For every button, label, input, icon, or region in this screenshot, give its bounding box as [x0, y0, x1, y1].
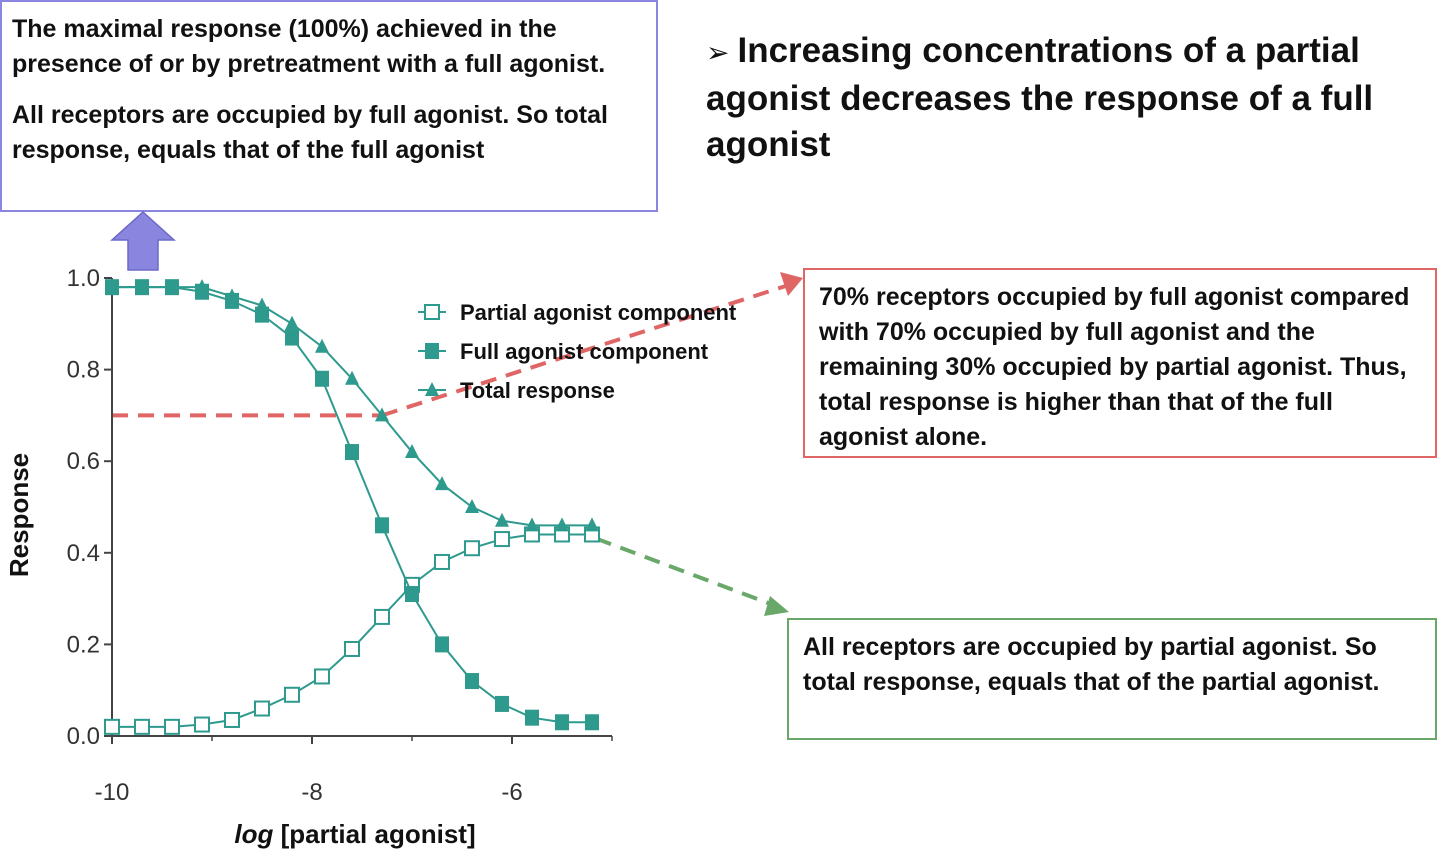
series-0-point [104, 718, 120, 735]
series-0-point [254, 700, 270, 717]
series-2-point [135, 279, 149, 294]
y-tick-label: 0.6 [67, 448, 100, 475]
series-0-point [194, 716, 210, 733]
series-1-point [285, 329, 299, 346]
partial-agonist-text: All receptors are occupied by partial ag… [803, 633, 1380, 696]
full-agonist-note-line1: The maximal response (100%) achieved in … [12, 15, 606, 78]
y-tick-label: 0.0 [67, 723, 100, 750]
series-2-point [525, 517, 539, 532]
x-axis-label: log [partial agonist] [234, 819, 475, 849]
series-1-point [315, 370, 329, 387]
up-arrow-icon [110, 210, 176, 271]
y-tick-label: 0.4 [67, 540, 100, 567]
arrow-bullet-icon: ➢ [706, 37, 730, 68]
series-2-point [255, 297, 269, 312]
series-1-point [375, 517, 389, 534]
series-0-point [314, 668, 330, 685]
mixed-occupancy-note: 70% receptors occupied by full agonist c… [803, 268, 1437, 458]
y-axis-label: Response [4, 453, 34, 577]
series-0-point [434, 553, 450, 570]
series-0-point [374, 608, 390, 625]
series-0-point [494, 531, 510, 548]
x-tick-label: -6 [501, 779, 522, 806]
series-0-point [134, 718, 150, 735]
series-1-point [525, 709, 539, 726]
mixed-occupancy-text: 70% receptors occupied by full agonist c… [819, 283, 1410, 451]
partial-agonist-note: All receptors are occupied by partial ag… [787, 618, 1437, 740]
legend-marker-0 [424, 304, 440, 320]
headline-text: Increasing concentrations of a partial a… [706, 31, 1374, 164]
legend-marker-2 [425, 382, 439, 396]
series-0-point [164, 718, 180, 735]
series-1-point [585, 714, 599, 731]
green-arrow-head-icon [764, 596, 789, 616]
series-2-point [555, 517, 569, 532]
x-axis-label-rest: [partial agonist] [273, 819, 475, 849]
series-2-point [435, 476, 449, 491]
series-2-point [495, 512, 509, 527]
x-axis-label-log: log [234, 819, 273, 849]
y-tick-label: 0.8 [67, 357, 100, 384]
y-tick-label: 0.2 [67, 631, 100, 658]
series-1-point [405, 586, 419, 603]
series-2-point [225, 288, 239, 303]
series-2-point [585, 517, 599, 532]
series-2-point [105, 279, 119, 294]
series-2-point [165, 279, 179, 294]
series-0-point [344, 640, 360, 657]
series-1-point [495, 695, 509, 712]
red-dashed-arrow [381, 282, 793, 418]
series-2-point [285, 315, 299, 330]
x-tick-label: -10 [95, 779, 130, 806]
series-1-point [465, 673, 479, 690]
series-2-point [315, 338, 329, 353]
series-1-point [435, 636, 449, 653]
green-dashed-arrow [595, 536, 777, 608]
red-arrow-head-icon [780, 272, 803, 296]
legend-label-0: Partial agonist component [460, 300, 737, 325]
series-1-point [555, 714, 569, 731]
legend-marker-1 [425, 343, 439, 359]
series-0-point [284, 686, 300, 703]
series-2-point [345, 370, 359, 385]
full-agonist-note-line2: All receptors are occupied by full agoni… [12, 101, 608, 164]
legend-label-2: Total response [460, 378, 615, 403]
full-agonist-note: The maximal response (100%) achieved in … [0, 0, 658, 212]
series-0-point [464, 540, 480, 557]
series-line-0 [112, 533, 592, 728]
y-tick-label: 1.0 [67, 265, 100, 292]
series-2-point [405, 444, 419, 459]
series-1-point [345, 444, 359, 461]
legend-label-1: Full agonist component [460, 339, 709, 364]
x-tick-label: -8 [301, 779, 322, 806]
series-2-point [375, 407, 389, 422]
series-2-point [465, 499, 479, 513]
series-2-point [195, 279, 209, 294]
headline: ➢ Increasing concentrations of a partial … [706, 28, 1436, 168]
series-0-point [224, 711, 240, 728]
